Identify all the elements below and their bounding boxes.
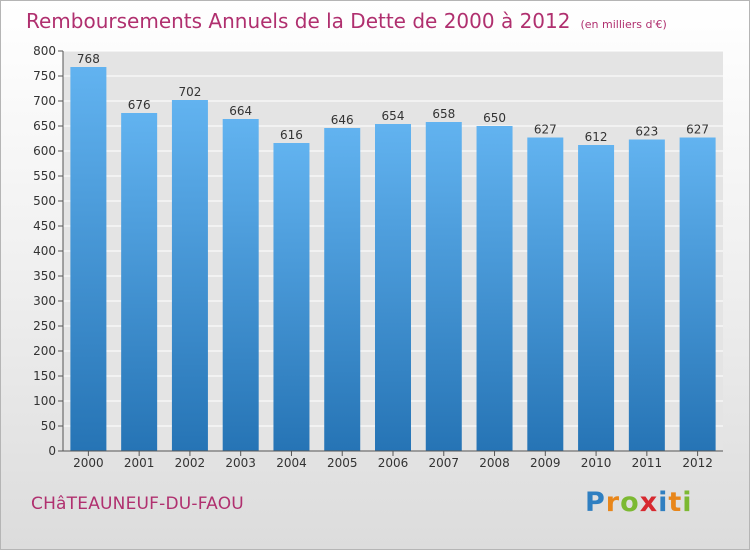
x-tick-label: 2012: [682, 456, 713, 470]
y-tick-label: 650: [33, 119, 56, 133]
bar-value-label: 664: [229, 104, 252, 118]
chart-title-block: Remboursements Annuels de la Dette de 20…: [26, 9, 667, 33]
y-tick-label: 550: [33, 169, 56, 183]
y-tick-label: 800: [33, 44, 56, 58]
bars: 768 676 702 664 616 646 654 658 650 627 612 623 627: [70, 52, 716, 451]
bar-value-label: 646: [331, 113, 354, 127]
x-tick-label: 2002: [175, 456, 206, 470]
y-tick-label: 600: [33, 144, 56, 158]
bar: [121, 113, 158, 451]
y-tick-label: 0: [48, 444, 56, 458]
bar: [679, 137, 716, 451]
x-tick-label: 2010: [581, 456, 612, 470]
x-tick-label: 2004: [276, 456, 307, 470]
x-tick-label: 2000: [73, 456, 104, 470]
bar-value-label: 616: [280, 128, 303, 142]
bar-value-label: 654: [382, 109, 405, 123]
logo-letter: t: [668, 487, 683, 518]
x-tick-label: 2011: [632, 456, 663, 470]
x-tick-label: 2007: [428, 456, 459, 470]
bar: [628, 139, 665, 451]
x-axis: 2000 2001 2002 2003 2004 2005 2006 2007 2008 2009…: [63, 450, 723, 470]
chart-unit: (en milliers d'€): [580, 18, 667, 31]
bar-value-label: 623: [635, 125, 658, 139]
bar: [222, 119, 259, 451]
bar: [171, 100, 208, 451]
bar-value-label: 627: [534, 123, 557, 137]
x-tick-label: 2001: [124, 456, 155, 470]
bar-value-label: 650: [483, 111, 506, 125]
logo-letter: P: [585, 487, 606, 518]
y-tick-label: 300: [33, 294, 56, 308]
bar-value-label: 658: [432, 107, 455, 121]
y-tick-label: 500: [33, 194, 56, 208]
bar-value-label: 612: [585, 130, 608, 144]
bar-value-label: 676: [128, 98, 151, 112]
y-tick-label: 50: [41, 419, 56, 433]
bar: [425, 122, 462, 451]
y-tick-label: 700: [33, 94, 56, 108]
x-tick-label: 2003: [225, 456, 256, 470]
logo-letter: r: [605, 487, 621, 518]
y-tick-label: 150: [33, 369, 56, 383]
y-tick-label: 350: [33, 269, 56, 283]
logo-letter: o: [620, 487, 640, 518]
y-tick-label: 750: [33, 69, 56, 83]
logo-letter: i: [682, 487, 693, 518]
y-tick-label: 250: [33, 319, 56, 333]
bar: [527, 137, 564, 451]
x-tick-label: 2006: [378, 456, 409, 470]
x-tick-label: 2005: [327, 456, 358, 470]
y-tick-label: 450: [33, 219, 56, 233]
bar: [476, 126, 513, 451]
x-tick-label: 2009: [530, 456, 561, 470]
y-tick-label: 400: [33, 244, 56, 258]
logo-letter: i: [658, 487, 669, 518]
bar: [578, 145, 615, 451]
bar-value-label: 627: [686, 123, 709, 137]
y-tick-label: 100: [33, 394, 56, 408]
bar-value-label: 702: [178, 85, 201, 99]
chart-title: Remboursements Annuels de la Dette de 20…: [26, 9, 571, 33]
proxiti-logo: Proxiti: [585, 487, 693, 518]
bar: [375, 124, 411, 451]
bar: [70, 67, 107, 451]
y-axis: 0 50 100 150 200 250 300 350 400 450 500 550 600 650 7…: [33, 44, 64, 458]
bar: [324, 128, 361, 451]
bar: [273, 143, 310, 451]
bar-value-label: 768: [77, 52, 100, 66]
y-tick-label: 200: [33, 344, 56, 358]
commune-name: CHâTEAUNEUF-DU-FAOU: [31, 494, 244, 514]
x-tick-label: 2008: [479, 456, 510, 470]
logo-letter: x: [639, 487, 659, 518]
